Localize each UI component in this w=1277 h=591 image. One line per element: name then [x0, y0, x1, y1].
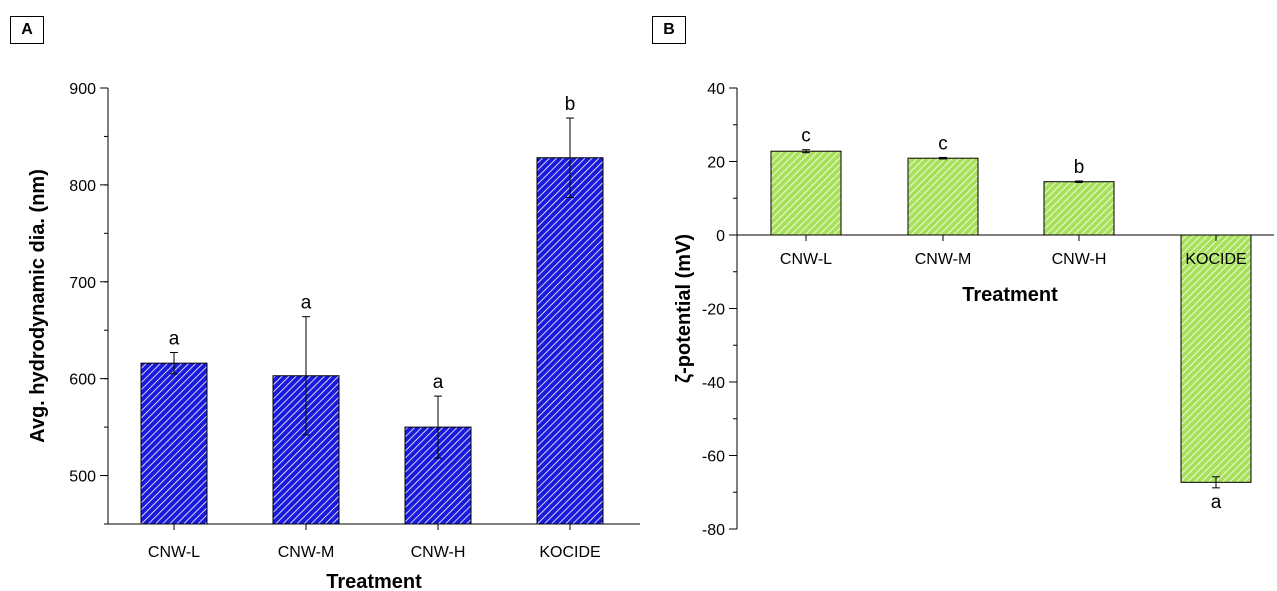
- significance-label: c: [801, 126, 811, 147]
- bar: [770, 150, 842, 236]
- x-category-label: CNW-M: [278, 544, 335, 561]
- bar: [907, 157, 979, 236]
- chart-b: -80 -60 -40 -20 0 20 40 CNW-L c CNW-M c CNW-H b KOCID…: [673, 81, 1274, 539]
- x-category-label: CNW-L: [148, 544, 200, 561]
- bar: [1043, 181, 1115, 236]
- significance-label: a: [169, 329, 180, 350]
- y-tick-label: 500: [69, 469, 96, 486]
- x-category-label: CNW-H: [411, 544, 466, 561]
- x-axis-title: Treatment: [962, 284, 1058, 306]
- significance-label: a: [433, 372, 444, 393]
- x-category-label: CNW-H: [1052, 251, 1107, 268]
- y-tick-label: 900: [69, 81, 96, 98]
- bar: [1180, 234, 1252, 483]
- x-axis-title: Treatment: [326, 571, 422, 591]
- significance-label: c: [938, 133, 948, 154]
- x-category-label: KOCIDE: [1185, 251, 1246, 268]
- y-tick-label: 20: [707, 155, 725, 172]
- chart-a: 500 600 700 800 900 CNW-L a CNW-M a CNW-H a KOCIDE b…: [27, 81, 640, 591]
- y-tick-label: -60: [702, 449, 725, 466]
- y-tick-label: 0: [716, 228, 725, 245]
- significance-label: b: [565, 94, 576, 115]
- x-category-label: CNW-M: [915, 251, 972, 268]
- x-category-label: CNW-L: [780, 251, 832, 268]
- y-tick-label: -80: [702, 522, 725, 539]
- y-tick-label: -40: [702, 375, 725, 392]
- y-tick-label: 700: [69, 275, 96, 292]
- x-category-label: KOCIDE: [539, 544, 600, 561]
- y-axis-title: ζ-potential (mV): [673, 234, 695, 383]
- significance-label: a: [301, 293, 312, 314]
- panel-label-b: B: [652, 16, 686, 44]
- significance-label: b: [1074, 157, 1085, 178]
- bar: [140, 362, 208, 525]
- y-tick-label: -20: [702, 302, 725, 319]
- bar: [536, 157, 604, 525]
- significance-label: a: [1211, 492, 1222, 513]
- y-tick-label: 600: [69, 372, 96, 389]
- y-tick-label: 40: [707, 81, 725, 98]
- panel-label-a: A: [10, 16, 44, 44]
- y-tick-label: 800: [69, 178, 96, 195]
- y-axis-title: Avg. hydrodynamic dia. (nm): [27, 169, 49, 443]
